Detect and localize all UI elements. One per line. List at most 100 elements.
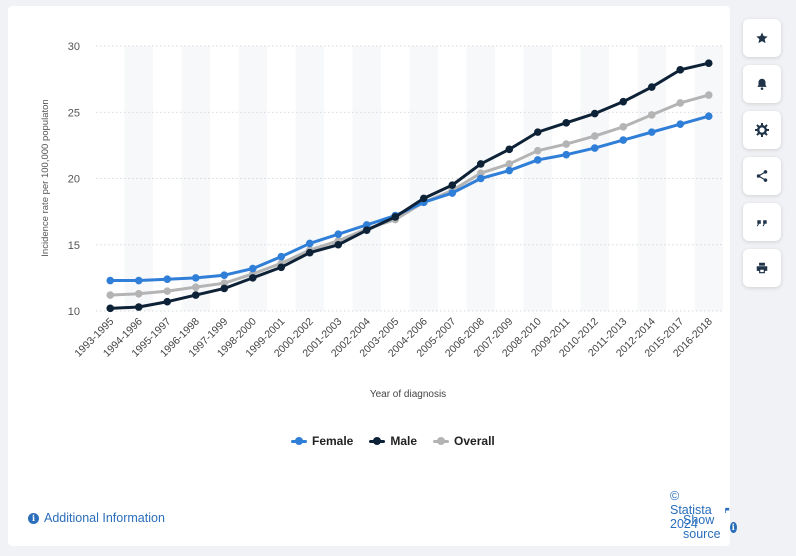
data-point[interactable] xyxy=(362,221,371,229)
data-point[interactable] xyxy=(362,226,371,234)
settings-button[interactable] xyxy=(743,111,781,149)
legend-swatch xyxy=(433,435,450,447)
data-point[interactable] xyxy=(134,289,143,298)
data-point[interactable] xyxy=(590,132,599,140)
data-point[interactable] xyxy=(533,156,542,164)
data-point[interactable] xyxy=(191,291,200,299)
data-point[interactable] xyxy=(106,304,115,313)
show-source-link[interactable]: Show source i xyxy=(683,513,737,541)
data-point[interactable] xyxy=(676,66,685,74)
data-point[interactable] xyxy=(448,181,457,189)
data-point[interactable] xyxy=(476,169,485,177)
legend-label: Male xyxy=(390,434,418,448)
data-point[interactable] xyxy=(704,112,713,121)
share-button[interactable] xyxy=(743,157,781,195)
data-point[interactable] xyxy=(647,111,656,119)
data-point[interactable] xyxy=(334,230,343,238)
data-point[interactable] xyxy=(391,213,400,221)
column-band xyxy=(409,46,438,311)
data-point[interactable] xyxy=(220,279,229,287)
info-icon: i xyxy=(730,521,737,533)
data-point[interactable] xyxy=(676,120,685,128)
data-point[interactable] xyxy=(619,97,628,106)
copyright-link[interactable]: © Statista 2024 xyxy=(670,489,730,531)
legend-label: Overall xyxy=(454,434,495,448)
data-point[interactable] xyxy=(448,189,457,197)
data-point[interactable] xyxy=(533,146,542,155)
favorite-button[interactable] xyxy=(743,19,781,57)
data-point[interactable] xyxy=(305,248,314,257)
copyright-text: © Statista 2024 xyxy=(670,489,712,531)
cite-button[interactable] xyxy=(743,203,781,241)
column-band xyxy=(181,46,210,311)
series-line xyxy=(108,93,711,297)
data-point[interactable] xyxy=(134,303,143,311)
chart-legend: Female Male Overall xyxy=(291,434,495,448)
data-point[interactable] xyxy=(191,283,200,291)
data-point[interactable] xyxy=(647,83,656,91)
x-axis-label: Year of diagnosis xyxy=(370,389,446,400)
show-source-label: Show source xyxy=(683,513,721,541)
data-point[interactable] xyxy=(704,91,713,99)
data-point[interactable] xyxy=(704,59,713,68)
data-point[interactable] xyxy=(476,174,485,183)
additional-info-label: Additional Information xyxy=(44,511,165,525)
print-button[interactable] xyxy=(743,249,781,287)
star-icon xyxy=(756,32,768,44)
data-point[interactable] xyxy=(619,123,628,131)
data-point[interactable] xyxy=(562,140,571,148)
data-point[interactable] xyxy=(163,275,172,284)
column-band xyxy=(295,46,324,311)
legend-item-female[interactable]: Female xyxy=(291,434,353,448)
series-line xyxy=(108,61,711,310)
additional-info-link[interactable]: i Additional Information xyxy=(28,511,165,525)
data-point[interactable] xyxy=(134,276,143,285)
data-point[interactable] xyxy=(676,99,685,107)
data-point[interactable] xyxy=(248,264,257,273)
gear-icon xyxy=(755,123,769,137)
data-point[interactable] xyxy=(533,128,542,136)
series-male xyxy=(106,59,713,313)
data-point[interactable] xyxy=(277,252,286,261)
notification-button[interactable] xyxy=(743,65,781,103)
data-point[interactable] xyxy=(562,119,571,127)
data-point[interactable] xyxy=(419,194,428,203)
legend-item-male[interactable]: Male xyxy=(369,434,417,448)
y-tick-label: 10 xyxy=(68,306,80,318)
print-icon xyxy=(756,262,768,274)
data-point[interactable] xyxy=(191,274,200,282)
data-point[interactable] xyxy=(220,284,229,293)
data-point[interactable] xyxy=(163,297,172,306)
data-point[interactable] xyxy=(220,271,229,280)
y-tick-label: 25 xyxy=(68,107,80,119)
y-tick-label: 20 xyxy=(68,174,80,186)
bell-icon xyxy=(757,78,767,90)
legend-swatch xyxy=(369,435,386,447)
data-point[interactable] xyxy=(590,144,599,152)
data-point[interactable] xyxy=(106,276,115,285)
data-point[interactable] xyxy=(505,145,514,154)
legend-swatch xyxy=(291,435,307,447)
data-point[interactable] xyxy=(334,240,343,249)
share-icon xyxy=(756,170,768,182)
data-point[interactable] xyxy=(106,291,115,299)
flag-icon xyxy=(724,507,730,513)
data-point[interactable] xyxy=(505,166,514,175)
data-point[interactable] xyxy=(505,160,514,168)
data-point[interactable] xyxy=(163,287,172,295)
y-tick-label: 15 xyxy=(68,240,80,252)
data-point[interactable] xyxy=(619,136,628,144)
data-point[interactable] xyxy=(590,109,599,118)
data-point[interactable] xyxy=(647,128,656,136)
info-icon: i xyxy=(28,512,39,524)
quote-icon xyxy=(756,220,767,227)
data-point[interactable] xyxy=(476,160,485,168)
legend-item-overall[interactable]: Overall xyxy=(433,434,495,448)
data-point[interactable] xyxy=(562,150,571,159)
data-point[interactable] xyxy=(277,263,286,272)
column-band xyxy=(523,46,552,311)
legend-label: Female xyxy=(312,434,354,448)
data-point[interactable] xyxy=(248,274,257,282)
data-point[interactable] xyxy=(305,239,314,248)
